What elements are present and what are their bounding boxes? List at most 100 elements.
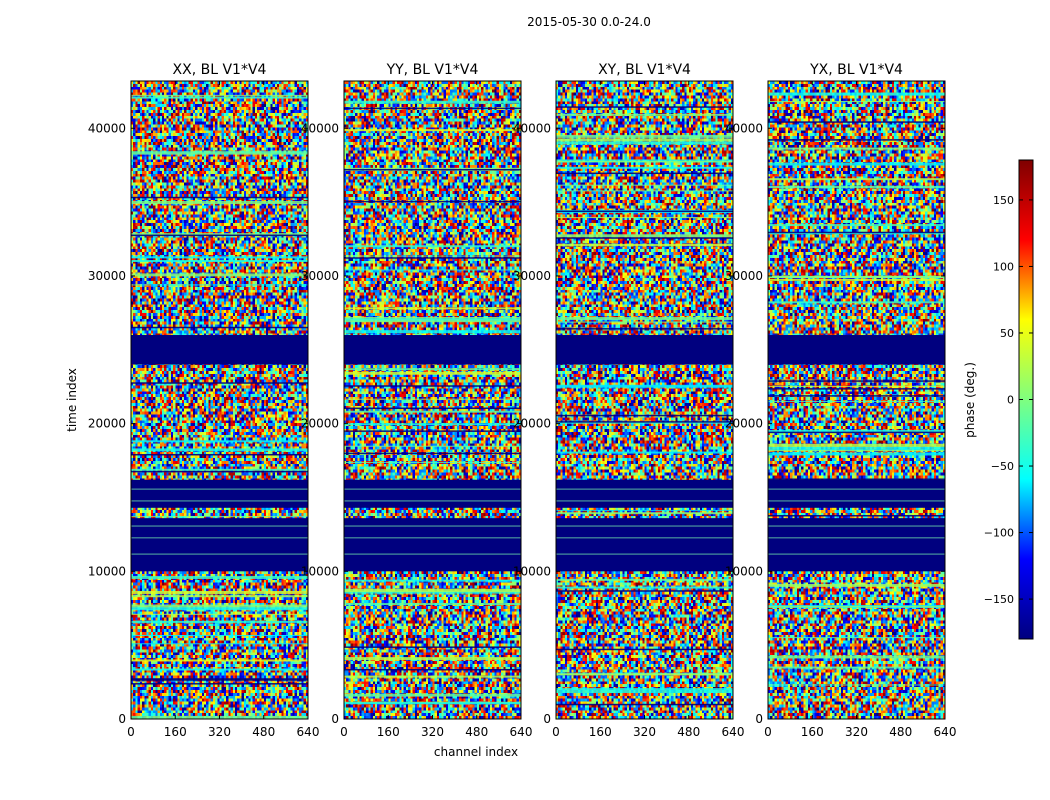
stripe — [768, 637, 945, 639]
stripe — [556, 141, 733, 145]
stripe — [556, 166, 733, 169]
stripe — [344, 245, 521, 248]
stripe-dark — [768, 139, 945, 141]
stripe — [131, 94, 308, 96]
flagged-gap — [556, 553, 733, 555]
flagged-region — [768, 479, 945, 508]
x-tick-label: 640 — [510, 725, 533, 739]
flagged-gap — [344, 488, 521, 490]
stripe — [556, 674, 733, 676]
stripe-dark — [131, 470, 308, 473]
stripe — [344, 255, 521, 257]
y-tick-label: 20000 — [513, 417, 551, 431]
stripe — [344, 100, 521, 104]
stripe-dark — [344, 385, 521, 387]
stripe-dark — [556, 648, 733, 651]
phase-noise — [344, 81, 521, 719]
flagged-region — [344, 335, 521, 365]
stripe — [344, 590, 521, 594]
flagged-region — [344, 518, 521, 572]
phase-image — [768, 81, 945, 719]
stripe — [556, 451, 733, 454]
x-tick-label: 480 — [465, 725, 488, 739]
panel-title: YY, BL V1*V4 — [386, 62, 479, 78]
x-tick-label: 160 — [377, 725, 400, 739]
stripe-dark — [344, 168, 521, 171]
x-tick-label: 480 — [889, 725, 912, 739]
panel-title: XY, BL V1*V4 — [598, 62, 691, 78]
stripe — [344, 269, 521, 271]
stripe — [556, 512, 733, 515]
stripe — [344, 693, 521, 697]
flagged-region — [556, 518, 733, 572]
stripe-dark — [131, 453, 308, 456]
stripe-dark — [344, 452, 521, 455]
stripe — [344, 445, 521, 447]
flagged-gap — [131, 553, 308, 555]
x-tick-label: 640 — [934, 725, 957, 739]
y-tick-label: 30000 — [88, 269, 126, 283]
stripe — [344, 317, 521, 321]
x-tick-label: 480 — [252, 725, 275, 739]
stripe — [556, 586, 733, 589]
phase-noise — [768, 81, 945, 719]
stripe — [556, 578, 733, 581]
stripe-dark — [768, 380, 945, 382]
stripe — [131, 201, 308, 203]
stripe — [131, 620, 308, 623]
stripe — [768, 276, 945, 279]
stripe — [344, 603, 521, 606]
stripe — [131, 440, 308, 443]
stripe — [768, 186, 945, 189]
stripe — [768, 448, 945, 451]
figure-title: 2015-05-30 0.0-24.0 — [527, 15, 651, 29]
flagged-gap — [768, 525, 945, 527]
stripe — [344, 423, 521, 426]
stripe — [556, 321, 733, 323]
stripe — [131, 613, 308, 615]
stripe — [768, 684, 945, 686]
stripe — [344, 461, 521, 463]
stripe — [131, 151, 308, 154]
x-tick-label: 0 — [764, 725, 772, 739]
colorbar: −150 −100 −50 0 50 100 150 phase (deg.) — [963, 159, 1034, 640]
stripe — [768, 430, 945, 434]
x-tick-label: 640 — [722, 725, 745, 739]
flagged-gap — [556, 537, 733, 539]
stripe — [556, 672, 733, 675]
stripe — [131, 284, 308, 286]
y-tick-label: 30000 — [301, 269, 339, 283]
stripe — [556, 243, 733, 246]
colorbar-tick-label: −150 — [984, 593, 1014, 606]
stripe — [768, 301, 945, 304]
stripe — [131, 448, 308, 452]
flagged-gap — [131, 537, 308, 539]
stripe-dark — [768, 431, 945, 434]
y-axis-label: time index — [65, 368, 79, 432]
phase-image — [344, 81, 521, 719]
stripe-dark — [131, 326, 308, 329]
stripe-dark — [344, 407, 521, 410]
stripe — [556, 688, 733, 692]
panel-xx: XX, BL V1*V4 0 160 320 480 640 0 10000 20000 3000… — [88, 62, 320, 739]
y-tick-label: 10000 — [88, 564, 126, 578]
colorbar-tick-label: 0 — [1007, 394, 1014, 407]
stripe — [344, 588, 521, 592]
x-tick-label: 160 — [589, 725, 612, 739]
stripe — [344, 398, 521, 400]
y-tick-label: 10000 — [725, 564, 763, 578]
stripe — [131, 259, 308, 262]
y-tick-label: 0 — [755, 712, 763, 726]
y-tick-label: 10000 — [301, 564, 339, 578]
flagged-region — [556, 335, 733, 365]
x-tick-label: 320 — [208, 725, 231, 739]
panel-title: XX, BL V1*V4 — [173, 62, 267, 78]
stripe — [131, 516, 308, 518]
stripe — [556, 317, 733, 321]
stripe — [131, 668, 308, 671]
stripe — [768, 443, 945, 447]
stripe — [768, 666, 945, 669]
x-tick-label: 320 — [633, 725, 656, 739]
stripe — [344, 579, 521, 582]
